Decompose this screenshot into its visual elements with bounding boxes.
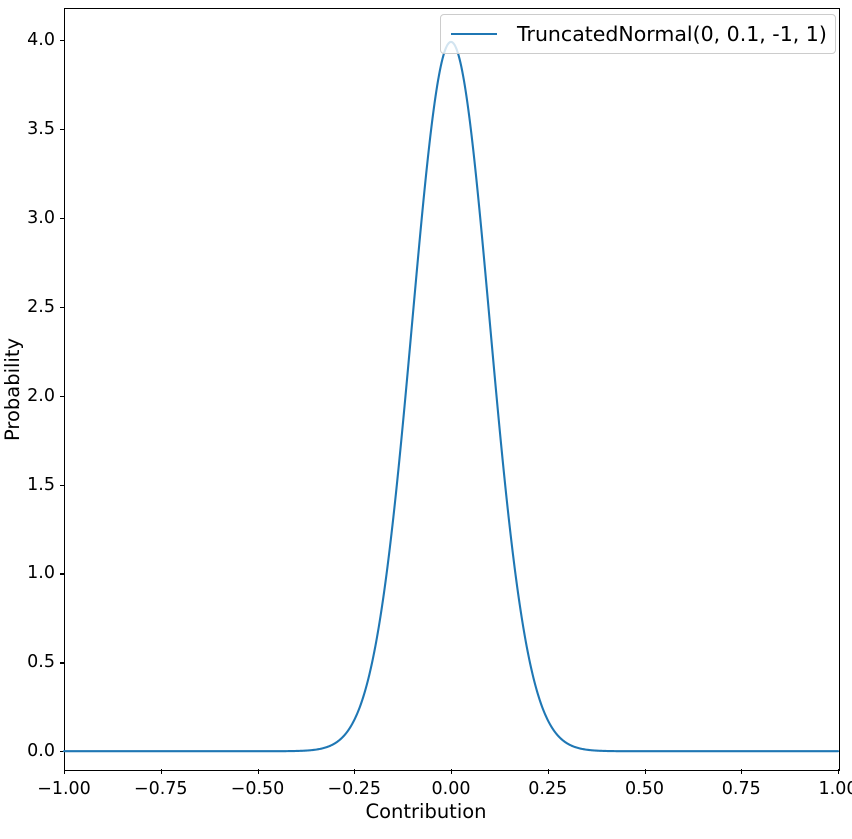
x-tick-label: 0.75	[721, 779, 761, 799]
x-tick-label: −0.50	[230, 779, 285, 799]
x-axis-label: Contribution	[365, 800, 487, 823]
y-tick-mark	[59, 395, 64, 397]
x-tick-mark	[257, 769, 259, 774]
x-tick-mark	[64, 769, 66, 774]
x-tick-label: 1.00	[818, 779, 852, 799]
y-tick-label: 3.0	[27, 207, 55, 228]
plot-area	[62, 40, 840, 753]
x-tick-mark	[838, 769, 840, 774]
y-tick-mark	[59, 662, 64, 664]
y-tick-label: 0.0	[27, 741, 55, 762]
y-axis-label-container: Probability	[0, 0, 26, 779]
y-tick-label: 3.5	[27, 118, 55, 139]
x-tick-label: −0.75	[133, 779, 188, 799]
x-tick-mark	[354, 769, 356, 774]
data-series-line	[62, 40, 840, 753]
x-tick-label: 0.00	[431, 779, 471, 799]
x-tick-mark	[451, 769, 453, 774]
y-tick-mark	[59, 217, 64, 219]
y-tick-mark	[59, 751, 64, 753]
y-tick-mark	[59, 484, 64, 486]
y-tick-mark	[59, 573, 64, 575]
x-tick-mark	[644, 769, 646, 774]
x-tick-label: 0.50	[625, 779, 664, 799]
y-axis-label: Probability	[1, 337, 25, 442]
y-tick-label: 0.5	[27, 652, 55, 673]
x-tick-label: −0.25	[327, 779, 382, 799]
x-tick-label: −1.00	[37, 779, 91, 799]
legend-entry-label: TruncatedNormal(0, 0.1, -1, 1)	[517, 22, 827, 46]
legend-line-swatch	[451, 24, 499, 44]
y-tick-mark	[59, 40, 64, 42]
x-tick-mark	[160, 769, 162, 774]
y-tick-label: 1.0	[27, 563, 55, 584]
y-tick-mark	[59, 306, 64, 308]
x-tick-mark	[741, 769, 743, 774]
y-tick-label: 1.5	[27, 474, 55, 495]
x-tick-mark	[547, 769, 549, 774]
y-tick-label: 2.0	[27, 385, 55, 406]
y-tick-label: 4.0	[27, 30, 55, 50]
y-tick-label: 2.5	[27, 296, 55, 317]
legend-line-icon	[451, 32, 497, 36]
chart-legend: TruncatedNormal(0, 0.1, -1, 1)	[440, 14, 836, 54]
y-tick-mark	[59, 128, 64, 131]
x-tick-label: 0.25	[528, 779, 568, 799]
